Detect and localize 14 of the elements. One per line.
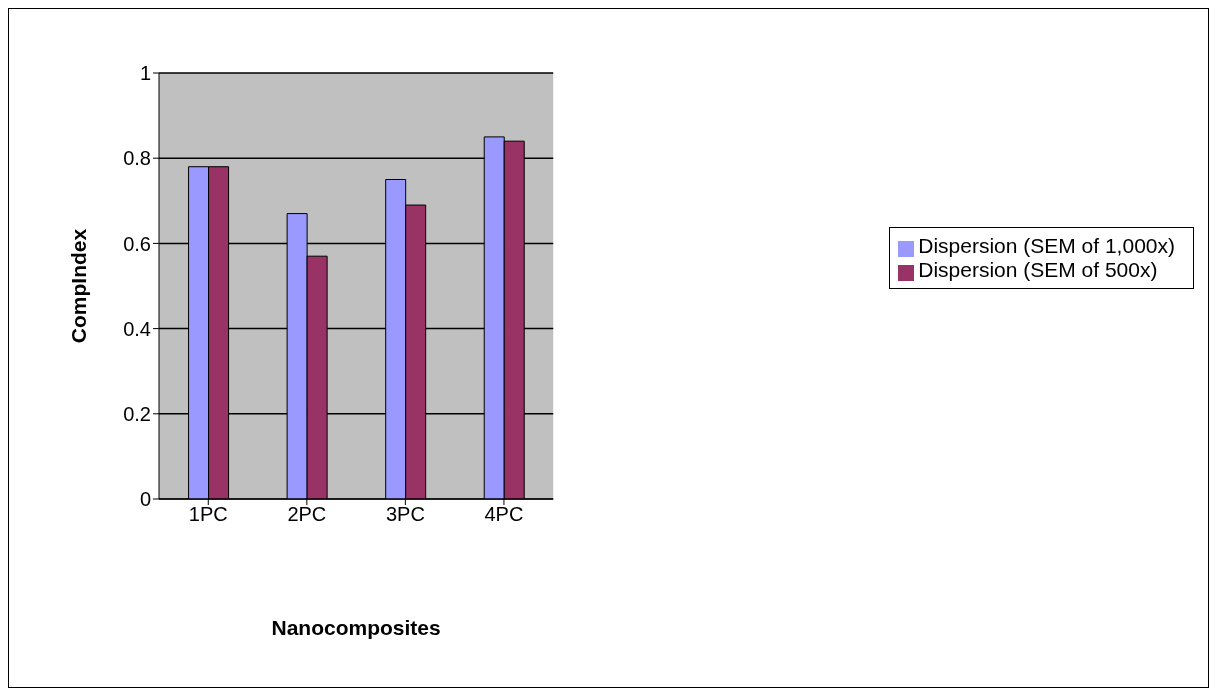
legend-label: Dispersion (SEM of 1,000x) bbox=[918, 234, 1175, 257]
legend-label: Dispersion (SEM of 500x) bbox=[918, 258, 1158, 281]
y-tick-label: 0.6 bbox=[123, 232, 151, 255]
x-tick-label: 1PC bbox=[188, 503, 228, 526]
y-tick-label: 0 bbox=[139, 488, 151, 511]
x-tick-label: 3PC bbox=[385, 503, 425, 526]
y-tick-label: 0.8 bbox=[123, 147, 151, 170]
x-tick-label: 2PC bbox=[287, 503, 327, 526]
x-tick-label: 4PC bbox=[484, 503, 524, 526]
y-tick-label: 0.4 bbox=[123, 317, 151, 340]
x-axis-title: Nanocomposites bbox=[271, 616, 441, 639]
y-axis-title: CompIndex bbox=[67, 228, 91, 344]
y-tick-label: 1 bbox=[139, 62, 151, 85]
y-tick-label: 0.2 bbox=[123, 402, 151, 425]
